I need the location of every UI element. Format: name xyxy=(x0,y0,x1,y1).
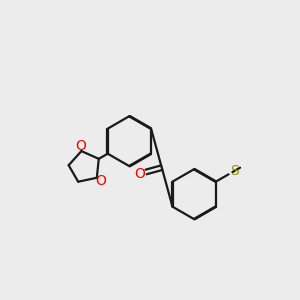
Text: S: S xyxy=(230,164,239,178)
Text: O: O xyxy=(95,174,106,188)
Text: O: O xyxy=(75,139,86,153)
Text: O: O xyxy=(134,167,146,181)
